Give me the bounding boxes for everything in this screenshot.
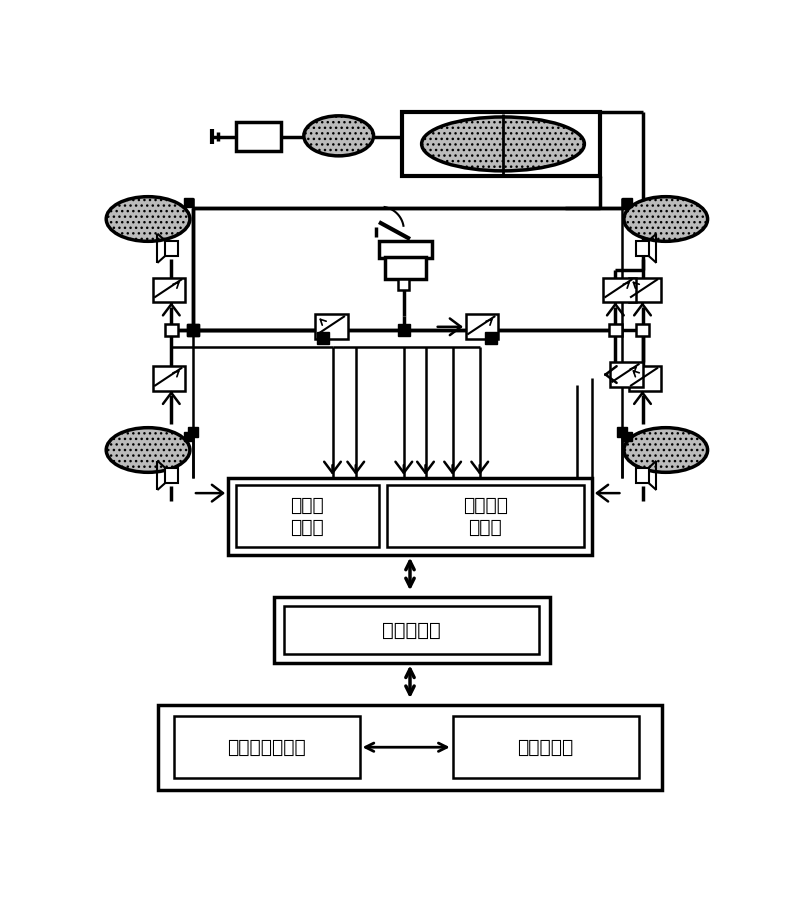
Bar [466,314,498,339]
Ellipse shape [106,196,190,241]
Bar [629,366,661,391]
Bar [629,278,661,302]
Bar [236,486,379,547]
Bar [402,112,600,176]
Bar [284,606,539,654]
Bar [453,716,638,778]
Bar [386,486,584,547]
Bar [158,705,662,789]
Bar [315,314,348,339]
Text: 信号处
理电路: 信号处 理电路 [290,496,324,537]
Bar [184,432,193,441]
Ellipse shape [624,428,708,472]
Text: 整车动力学模型: 整车动力学模型 [227,738,306,757]
Bar [165,323,178,336]
Ellipse shape [624,196,708,241]
Bar [274,597,550,662]
Bar [603,278,635,302]
Bar [165,241,178,256]
Bar [379,241,432,258]
Bar [236,122,281,151]
Text: 控制器模型: 控制器模型 [518,738,574,757]
Bar [386,258,426,279]
Ellipse shape [106,428,190,472]
Bar [609,323,622,336]
Ellipse shape [422,117,584,171]
Bar [184,198,193,207]
Bar [398,279,410,290]
Bar [610,362,642,387]
Bar [636,241,649,256]
Text: 电磁阀驱
动电路: 电磁阀驱 动电路 [462,496,508,537]
Ellipse shape [304,116,374,156]
Bar [228,478,592,555]
Bar [153,278,186,302]
Bar [636,468,649,483]
Text: 数据采集卡: 数据采集卡 [382,621,441,640]
Bar [153,366,186,391]
Bar [174,716,360,778]
Bar [165,468,178,483]
Bar [622,198,632,207]
Bar [636,323,649,336]
Bar [622,432,632,441]
